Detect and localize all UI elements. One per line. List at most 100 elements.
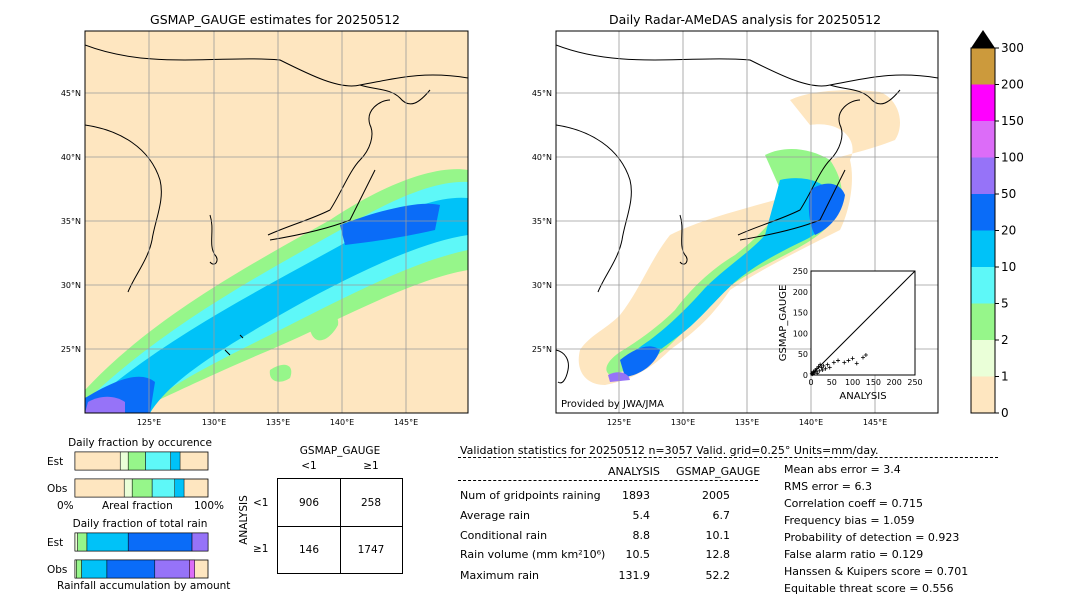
scatter-point [850, 356, 855, 361]
validation-row-label: Maximum rain [460, 569, 539, 582]
total-rain-chart [74, 532, 209, 579]
total-rain-row-label: Est [47, 537, 64, 549]
right-lat-label: 30°N [532, 281, 552, 290]
occurrence-xlabel-mid: Areal fraction [102, 500, 173, 512]
right-rain-field [578, 90, 900, 385]
colorbar: 0 1 2 5 10 20 50 100 150 200 300 [970, 30, 1024, 420]
contingency-cell: 258 [360, 497, 382, 509]
colorbar-segment [971, 121, 995, 158]
validation-analysis-value: 131.9 [618, 569, 651, 582]
occurrence-obs-segment [131, 478, 153, 498]
occurrence-xlabel-left: 0% [57, 500, 74, 512]
validation-divider [458, 457, 998, 458]
total-rain-est-segment [191, 532, 209, 552]
occurrence-est-segment [145, 451, 172, 471]
left-map-title: GSMAP_GAUGE estimates for 20250512 [150, 12, 400, 27]
validation-gsmap-value: 52.2 [705, 569, 731, 582]
scatter-point [823, 366, 828, 371]
colorbar-segment [971, 340, 995, 377]
left-lat-label: 35°N [61, 217, 81, 226]
scatter-point [814, 366, 819, 371]
validation-gsmap-value: 2005 [702, 489, 730, 502]
total-rain-footer: Rainfall accumulation by amount [57, 580, 231, 592]
colorbar-segment [971, 303, 995, 340]
colorbar-label: 20 [1001, 224, 1016, 238]
scatter-xtick: 0 [808, 378, 813, 387]
colorbar-label: 0 [1001, 406, 1009, 420]
scatter-point [831, 360, 836, 365]
colorbar-label: 2 [1001, 333, 1009, 347]
colorbar-segment [971, 376, 995, 413]
right-lat-label: 35°N [532, 217, 552, 226]
validation-col-gsmap: GSMAP_GAUGE [676, 465, 761, 478]
colorbar-label: 10 [1001, 260, 1016, 274]
validation-header: Validation statistics for 20250512 n=305… [460, 444, 879, 457]
score-line: Frequency bias = 1.059 [784, 514, 915, 527]
occurrence-title: Daily fraction by occurence [68, 437, 212, 449]
colorbar-label: 100 [1001, 151, 1024, 165]
validation-subdivider [458, 480, 758, 481]
scatter-point [842, 360, 847, 365]
total-rain-est-segment [127, 532, 193, 552]
validation-analysis-value: 8.8 [632, 529, 651, 542]
right-lon-label: 135°E [735, 418, 759, 427]
right-map-title: Daily Radar-AMeDAS analysis for 20250512 [608, 12, 882, 27]
scatter-xlabel: ANALYSIS [839, 391, 886, 402]
scatter-point [836, 358, 841, 363]
score-line: Mean abs error = 3.4 [784, 463, 901, 476]
right-lon-label: 140°E [799, 418, 823, 427]
total-rain-obs-segment [106, 559, 156, 579]
colorbar-label: 5 [1001, 297, 1009, 311]
total-rain-row-label: Obs [47, 564, 68, 576]
validation-row-label: Conditional rain [460, 529, 548, 542]
right-lon-label: 130°E [671, 418, 695, 427]
score-line: Equitable threat score = 0.556 [784, 582, 954, 595]
scatter-xtick: 100 [845, 378, 860, 387]
scatter-ytick: 150 [793, 309, 808, 318]
left-lat-label: 30°N [61, 281, 81, 290]
scatter-point [813, 369, 818, 374]
scatter-ytick: 250 [793, 267, 808, 276]
colorbar-segment [971, 267, 995, 304]
scatter-point [818, 362, 823, 367]
total-rain-obs-segment [81, 559, 108, 579]
left-lat-label: 40°N [61, 153, 81, 162]
occurrence-row-label: Est [47, 456, 64, 468]
colorbar-label: 1 [1001, 370, 1009, 384]
total-rain-title: Daily fraction of total rain [72, 518, 208, 530]
total-rain-obs-segment [154, 559, 190, 579]
colorbar-segment [971, 157, 995, 194]
score-line: Correlation coeff = 0.715 [784, 497, 923, 510]
validation-gsmap-value: 6.7 [712, 509, 731, 522]
left-coastlines [85, 44, 468, 356]
colorbar-label: 200 [1001, 78, 1024, 92]
right-lon-label: 125°E [607, 418, 631, 427]
contingency-col-title: GSMAP_GAUGE [299, 445, 381, 457]
left-lon-label: 125°E [137, 418, 161, 427]
colorbar-label: 150 [1001, 114, 1024, 128]
scatter-point [816, 364, 821, 369]
occurrence-xlabel-right: 100% [194, 500, 225, 512]
contingency-row-label: ≥1 [253, 543, 269, 555]
total-rain-est-segment [74, 532, 78, 552]
occurrence-est-segment [119, 451, 129, 471]
occurrence-obs-segment [74, 478, 125, 498]
total-rain-obs-segment [189, 559, 195, 579]
colorbar-segment [971, 230, 995, 267]
validation-analysis-value: 10.5 [625, 548, 651, 561]
contingency-cell: 146 [298, 544, 320, 556]
scatter-point [846, 358, 851, 363]
contingency-cell: 1747 [357, 544, 385, 556]
scatter-point [854, 361, 859, 366]
occurrence-chart [74, 451, 209, 498]
right-lon-label: 145°E [863, 418, 887, 427]
scatter-point [861, 355, 865, 360]
right-coastlines [556, 44, 938, 384]
total-rain-est-segment [86, 532, 129, 552]
left-lon-label: 145°E [394, 418, 418, 427]
colorbar-segment [971, 84, 995, 121]
occurrence-obs-segment [174, 478, 185, 498]
left-map: 45°N 40°N 35°N 30°N 25°N 125°E 130°E 135… [61, 30, 469, 427]
scatter-xtick: 50 [827, 378, 837, 387]
